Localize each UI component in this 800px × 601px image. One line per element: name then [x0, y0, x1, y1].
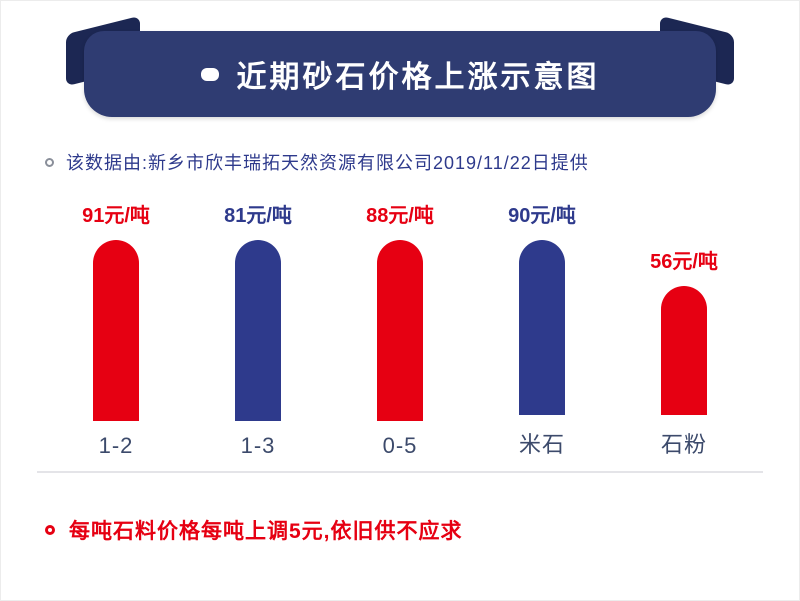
category-label: 1-2	[98, 433, 134, 458]
data-source-text: 该数据由:新乡市欣丰瑞拓天然资源有限公司2019/11/22日提供	[66, 153, 589, 173]
bar	[235, 240, 281, 421]
bar-value-label: 81元/吨	[224, 205, 292, 227]
page-title: 近期砂石价格上涨示意图	[236, 61, 600, 94]
footer-note-text: 每吨石料价格每吨上调5元,依旧供不应求	[69, 520, 463, 543]
category-label: 1-3	[240, 433, 276, 458]
data-source-line: 该数据由:新乡市欣丰瑞拓天然资源有限公司2019/11/22日提供	[45, 149, 799, 175]
header-banner: 近期砂石价格上涨示意图	[66, 15, 734, 117]
bar	[93, 240, 139, 421]
bar-chart: 91元/吨 1-2 81元/吨 1-3 88元/吨 0-5 90元/吨 米石 56元/吨 石粉	[56, 199, 744, 459]
title-bullet-icon	[200, 67, 219, 81]
bar	[519, 240, 565, 415]
circle-bullet-icon	[45, 525, 55, 535]
bar-value-label: 91元/吨	[82, 205, 150, 227]
category-label: 0-5	[382, 433, 418, 458]
banner: 近期砂石价格上涨示意图	[84, 31, 716, 117]
bar-column: 56元/吨石粉	[624, 199, 744, 459]
bar	[377, 240, 423, 421]
bar-value-label: 56元/吨	[650, 251, 718, 273]
bar-column: 91元/吨 1-2	[56, 199, 176, 459]
bar-value-label: 88元/吨	[366, 205, 434, 227]
footer-note: 每吨石料价格每吨上调5元,依旧供不应求	[45, 515, 799, 545]
bar-value-label: 90元/吨	[508, 205, 576, 227]
bar-column: 90元/吨米石	[482, 199, 602, 459]
divider-line	[37, 471, 763, 473]
circle-bullet-icon	[45, 157, 54, 167]
bar-column: 81元/吨 1-3	[198, 199, 318, 459]
bar	[661, 286, 707, 415]
category-label: 石粉	[660, 432, 707, 457]
bar-column: 88元/吨 0-5	[340, 199, 460, 459]
category-label: 米石	[518, 432, 565, 457]
